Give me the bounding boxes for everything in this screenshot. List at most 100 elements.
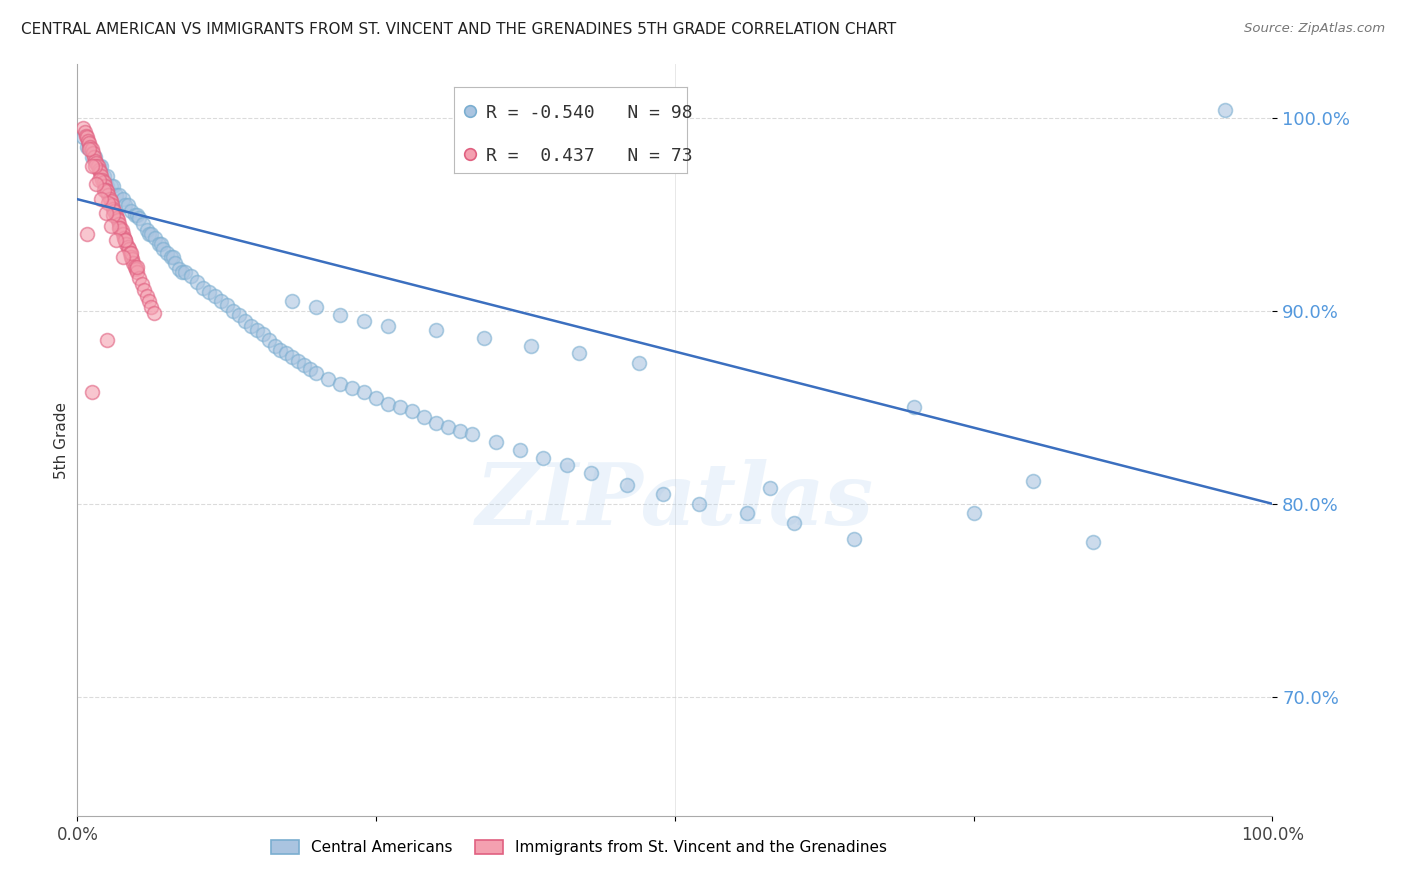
- Point: [103, 208, 124, 222]
- Point: [103, 202, 124, 216]
- Point: [141, 300, 163, 314]
- Point: [117, 240, 139, 254]
- Point: [135, 288, 157, 302]
- Point: [84, 160, 107, 174]
- Point: [228, 308, 250, 322]
- Point: [329, 377, 352, 392]
- Point: [131, 277, 153, 291]
- Point: [783, 516, 806, 530]
- Point: [233, 313, 256, 327]
- Point: [127, 265, 149, 279]
- Point: [377, 396, 399, 410]
- Point: [108, 217, 131, 231]
- Point: [114, 233, 136, 247]
- Point: [72, 130, 94, 145]
- Point: [142, 306, 165, 320]
- Point: [159, 250, 181, 264]
- Point: [353, 313, 375, 327]
- Point: [75, 128, 97, 143]
- Point: [115, 236, 138, 251]
- Point: [98, 192, 121, 206]
- Text: Source: ZipAtlas.com: Source: ZipAtlas.com: [1244, 22, 1385, 36]
- Point: [520, 339, 543, 353]
- Point: [270, 343, 292, 357]
- Point: [172, 265, 194, 279]
- Point: [80, 160, 103, 174]
- Point: [581, 466, 603, 480]
- Point: [688, 497, 710, 511]
- Point: [263, 339, 285, 353]
- Point: [87, 160, 110, 174]
- Point: [111, 250, 134, 264]
- Point: [141, 227, 163, 241]
- Point: [120, 203, 142, 218]
- Point: [114, 198, 136, 212]
- Point: [112, 231, 135, 245]
- Point: [111, 227, 134, 241]
- Point: [91, 173, 114, 187]
- Point: [484, 435, 508, 450]
- Point: [79, 142, 101, 156]
- Point: [124, 260, 146, 274]
- Point: [215, 298, 238, 312]
- Point: [132, 217, 155, 231]
- Point: [96, 185, 118, 199]
- Point: [156, 246, 179, 260]
- Point: [281, 294, 304, 309]
- Point: [122, 256, 145, 270]
- Point: [125, 261, 148, 276]
- Point: [94, 182, 117, 196]
- Point: [557, 458, 579, 473]
- Point: [209, 294, 232, 309]
- Point: [76, 227, 98, 241]
- Point: [82, 145, 104, 160]
- Point: [97, 196, 120, 211]
- Point: [377, 319, 399, 334]
- Point: [111, 192, 134, 206]
- Point: [844, 532, 866, 546]
- Point: [903, 401, 925, 415]
- Point: [103, 203, 125, 218]
- Point: [104, 208, 127, 222]
- Point: [118, 246, 141, 260]
- Point: [167, 261, 190, 276]
- Point: [329, 308, 352, 322]
- Point: [108, 188, 131, 202]
- Point: [94, 178, 117, 193]
- Point: [100, 178, 122, 193]
- Point: [87, 173, 110, 187]
- Point: [257, 333, 280, 347]
- Point: [1022, 474, 1045, 488]
- Point: [413, 410, 436, 425]
- Point: [150, 236, 173, 251]
- Point: [342, 381, 364, 395]
- Point: [204, 288, 226, 302]
- Text: CENTRAL AMERICAN VS IMMIGRANTS FROM ST. VINCENT AND THE GRENADINES 5TH GRADE COR: CENTRAL AMERICAN VS IMMIGRANTS FROM ST. …: [21, 22, 897, 37]
- Point: [110, 223, 132, 237]
- Point: [239, 319, 262, 334]
- Point: [108, 221, 131, 235]
- Point: [197, 285, 219, 299]
- Point: [759, 482, 782, 496]
- Point: [93, 169, 115, 183]
- Point: [124, 208, 146, 222]
- Point: [963, 507, 986, 521]
- Point: [93, 175, 115, 189]
- Point: [89, 165, 111, 179]
- Point: [652, 487, 675, 501]
- Point: [135, 223, 157, 237]
- Point: [568, 346, 591, 360]
- Point: [76, 140, 98, 154]
- Point: [180, 269, 202, 284]
- Point: [735, 507, 758, 521]
- Point: [77, 134, 100, 148]
- Point: [101, 198, 124, 212]
- Point: [80, 150, 103, 164]
- Point: [191, 281, 214, 295]
- Point: [252, 327, 274, 342]
- Legend: Central Americans, Immigrants from St. Vincent and the Grenadines: Central Americans, Immigrants from St. V…: [266, 834, 893, 861]
- Point: [461, 427, 484, 442]
- Point: [437, 419, 460, 434]
- Point: [80, 142, 103, 156]
- Point: [366, 391, 388, 405]
